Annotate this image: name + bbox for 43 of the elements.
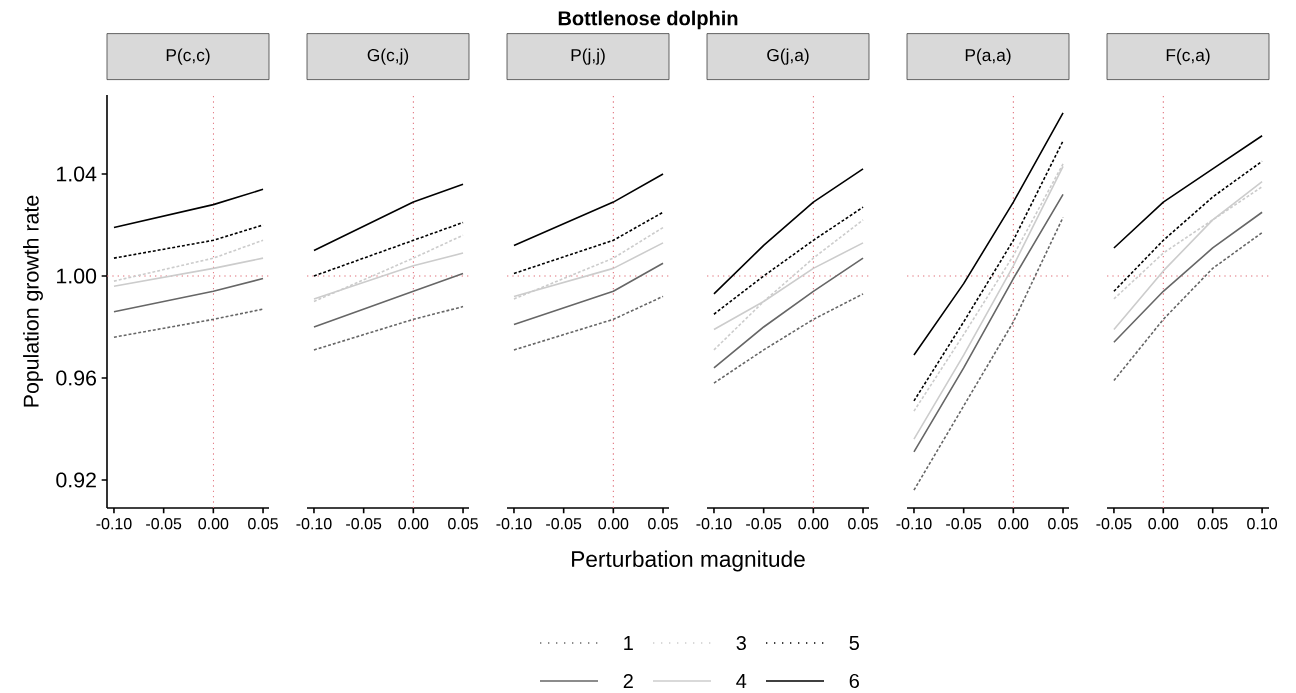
x-tick-label: 0.00: [798, 518, 829, 530]
x-tick-label: 0.00: [1148, 518, 1179, 530]
chart-subtitle: G(c,j): [367, 48, 409, 65]
x-tick-label: -0.05: [546, 518, 582, 530]
x-tick-label: 0.00: [998, 518, 1029, 530]
legend-label: 3: [736, 635, 746, 651]
legend-label: 4: [736, 674, 747, 688]
x-tick-label: 0.05: [248, 518, 278, 530]
x-tick-label: 0.00: [398, 518, 429, 530]
x-tick-label: 0.05: [1197, 518, 1228, 530]
legend-label: 6: [849, 673, 859, 689]
x-tick-label: 0.05: [848, 518, 878, 530]
chart-subtitle: G(j,a): [767, 48, 809, 65]
x-tick-label: -0.05: [1096, 518, 1132, 530]
legend-label: 1: [624, 636, 633, 650]
x-tick-label: -0.05: [746, 518, 782, 530]
x-tick-label: -0.10: [496, 518, 532, 530]
x-tick-label: 0.10: [1247, 518, 1278, 530]
x-tick-label: 0.00: [598, 518, 629, 530]
x-tick-label: -0.10: [96, 518, 132, 530]
legend-label: 5: [849, 636, 860, 650]
x-tick-label: -0.10: [696, 518, 732, 530]
y-tick-label: 1.00: [57, 268, 97, 284]
y-tick-label: 1.04: [57, 166, 97, 182]
chart-subtitle: F(c,a): [1166, 48, 1210, 65]
chart-subtitle: P(a,a): [965, 48, 1011, 65]
x-tick-label: 0.05: [448, 518, 478, 530]
x-tick-label: -0.05: [346, 518, 382, 530]
legend-label: 2: [623, 674, 633, 688]
y-tick-label: 0.96: [56, 370, 97, 386]
chart-subtitle: P(j,j): [571, 48, 605, 65]
x-tick-label: -0.10: [296, 518, 332, 530]
x-tick-label: 0.05: [648, 518, 678, 530]
x-axis-title: Perturbation magnitude: [572, 550, 805, 572]
x-tick-label: 0.05: [1048, 518, 1078, 530]
x-tick-label: 0.00: [198, 518, 229, 530]
y-axis-title: Population growth rate: [23, 195, 43, 407]
x-tick-label: -0.10: [896, 518, 932, 530]
y-tick-label: 0.92: [56, 472, 96, 488]
chart-title: Bottlenose dolphin: [558, 10, 738, 30]
x-tick-label: -0.05: [946, 518, 982, 530]
chart-subtitle: P(c,c): [166, 48, 210, 65]
x-tick-label: -0.05: [146, 518, 182, 530]
